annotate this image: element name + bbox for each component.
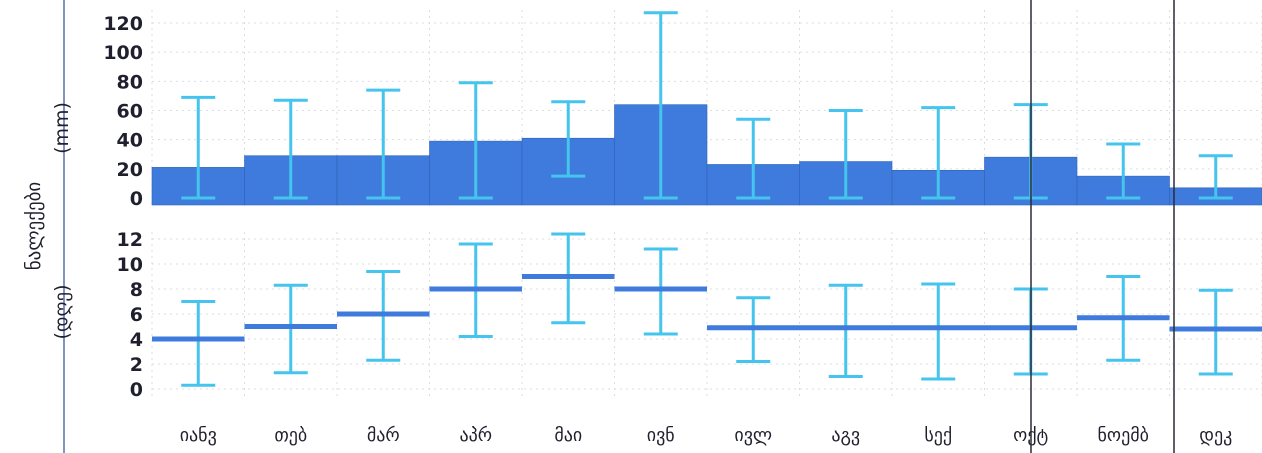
month-label: აგვ	[831, 425, 860, 446]
precip-ylabel: (mm)	[51, 102, 73, 154]
plot-layer: 0 20 40 60 80 100 120 0 2 4 6 8 10 12 იანვ თებ მარ აპრ მაი…	[103, 0, 1262, 453]
month-label: ივნ	[647, 425, 675, 446]
y-tick-label: 120	[103, 13, 143, 35]
month-label: აპრ	[459, 425, 492, 446]
y-tick-label: 20	[117, 159, 143, 181]
y-tick-label: 60	[117, 101, 143, 123]
y-tick-label: 80	[117, 71, 143, 93]
y-tick-label: 100	[103, 42, 143, 64]
month-label: დეკ	[1199, 425, 1232, 446]
days-ylabel: (დღე)	[51, 285, 73, 340]
month-label: თებ	[274, 425, 307, 446]
shared-ylabel: ნალექები	[23, 182, 45, 271]
y-tick-label: 8	[130, 279, 143, 301]
y-tick-label: 10	[117, 254, 143, 276]
month-label: მარ	[367, 425, 400, 446]
month-label: იანვ	[180, 425, 217, 446]
y-tick-label: 2	[130, 354, 143, 376]
y-tick-label: 4	[130, 329, 143, 351]
y-tick-label: 12	[117, 229, 143, 251]
y-tick-label: 0	[130, 188, 143, 210]
month-label: ივლ	[734, 425, 772, 446]
month-label: ნოემბ	[1098, 425, 1149, 446]
month-label: მაი	[554, 425, 582, 446]
y-tick-label: 0	[130, 379, 143, 401]
month-label: სექ	[924, 425, 952, 446]
y-tick-label: 40	[117, 130, 143, 152]
y-tick-label: 6	[130, 304, 143, 326]
